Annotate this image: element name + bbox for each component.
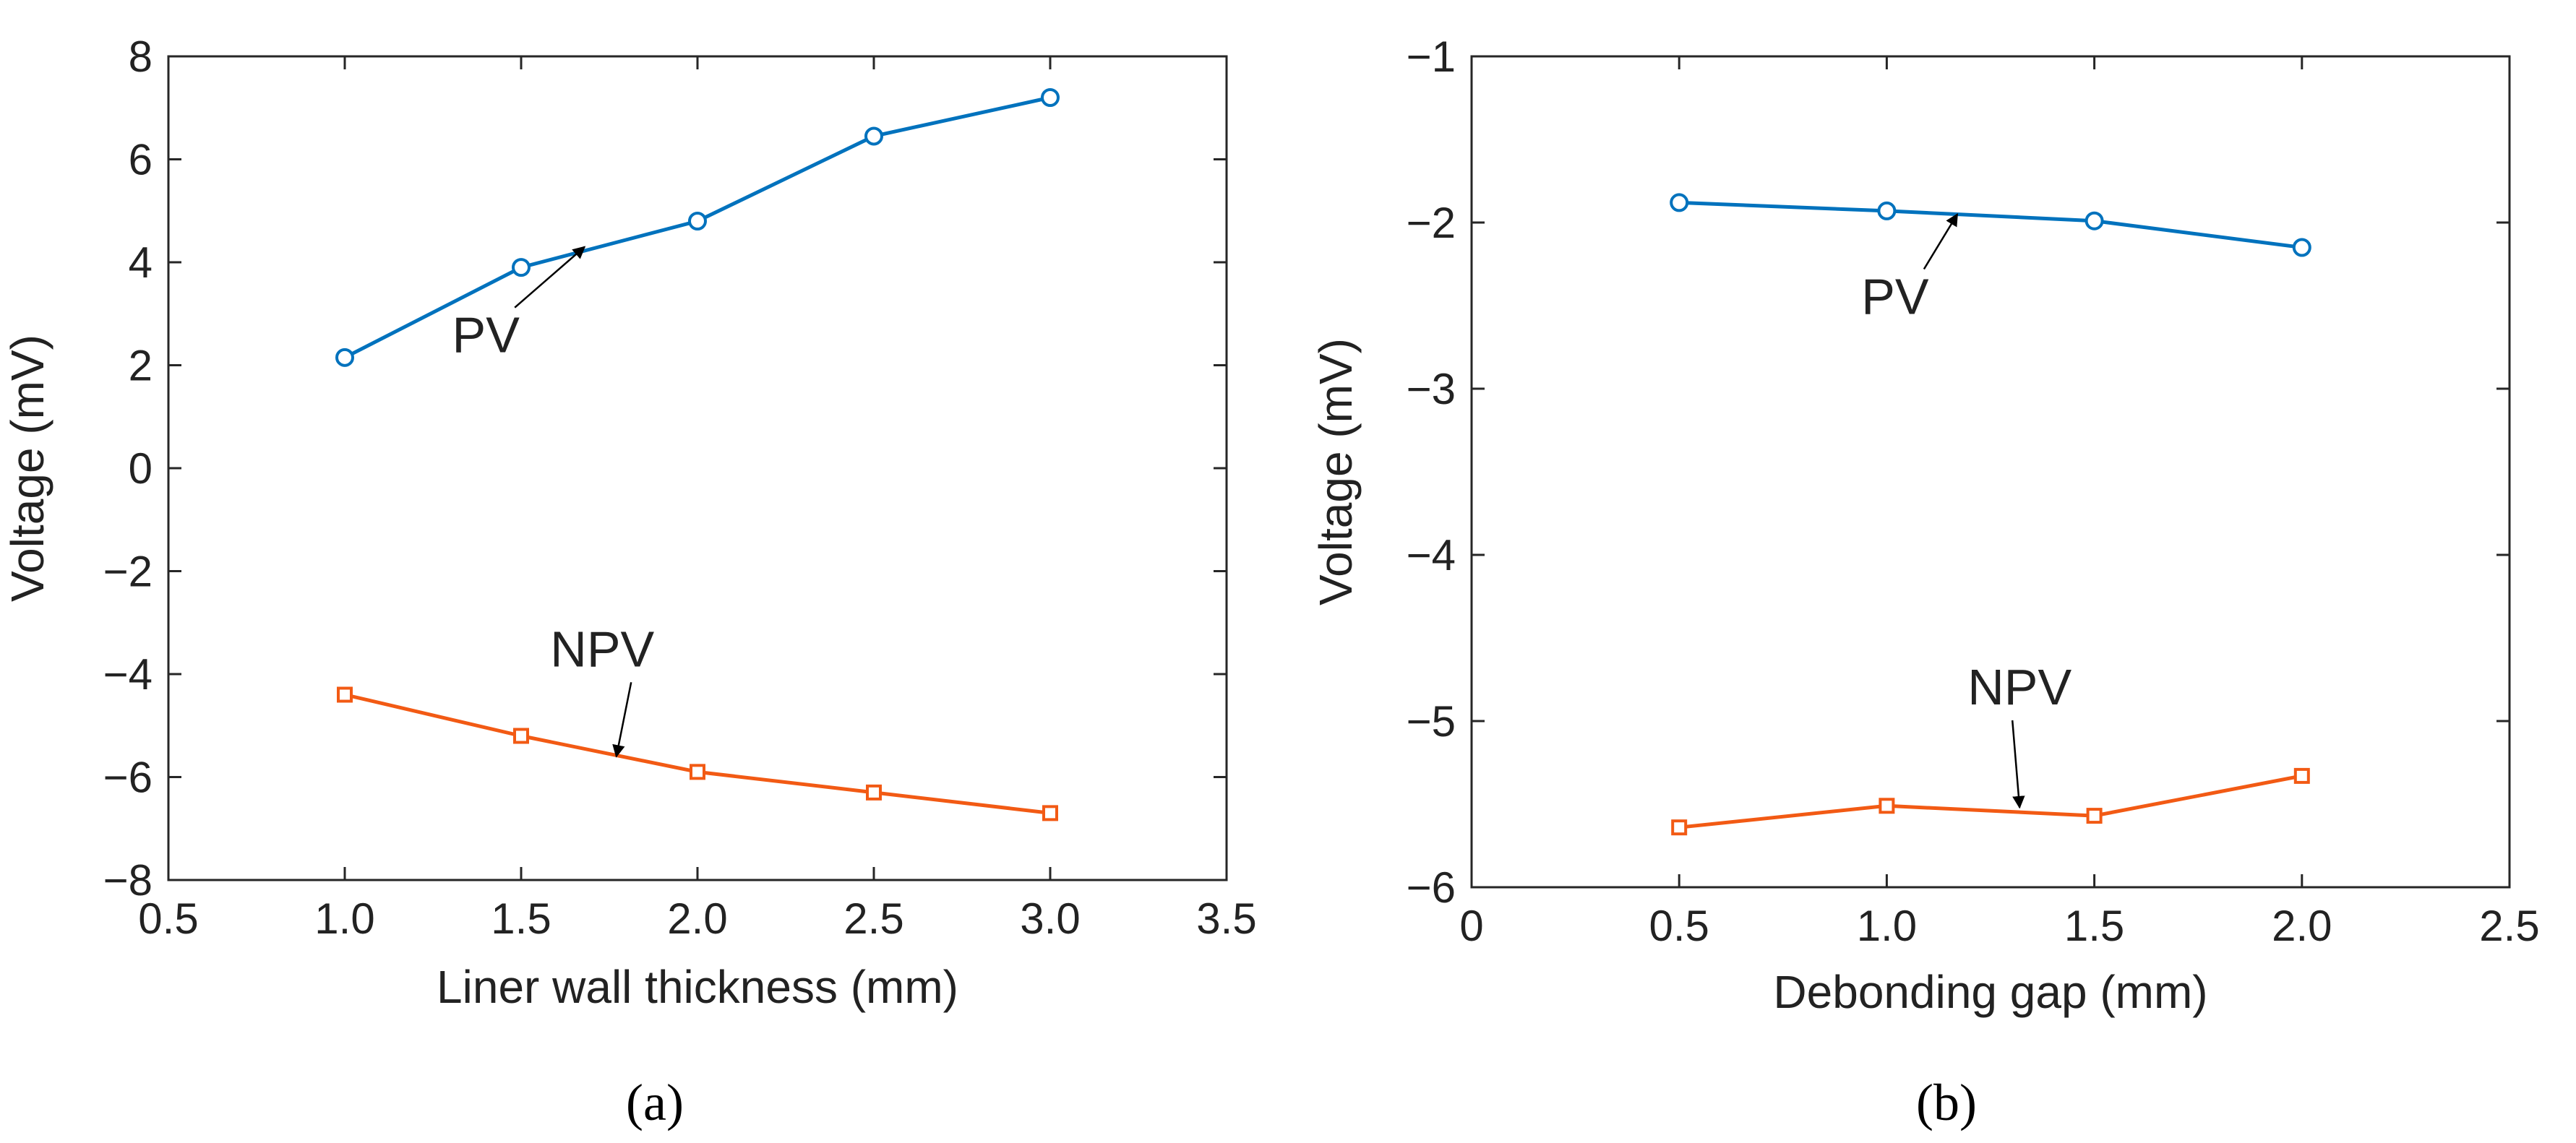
series-pv [1670, 193, 2311, 257]
series-pv [1671, 767, 2310, 836]
y-tick-label: 8 [129, 33, 153, 81]
annotation-npv: NPV [550, 621, 654, 677]
y-tick-label: −3 [1407, 365, 1456, 413]
data-point-pv [1877, 201, 1897, 220]
x-tick-label: 2.5 [843, 894, 903, 943]
y-tick-label: 4 [129, 238, 153, 287]
data-point-npv [690, 764, 705, 780]
y-tick-label: −2 [103, 548, 153, 596]
y-tick-label: −8 [103, 856, 153, 905]
data-point-pv [2293, 767, 2310, 784]
annotation-pv: PV [452, 307, 520, 363]
series-npv [337, 686, 1058, 821]
y-tick-label: −6 [1407, 863, 1456, 912]
y-tick-label: 6 [129, 136, 153, 184]
caption-a: (a) [626, 1074, 684, 1131]
y-tick-label: −5 [1407, 697, 1456, 746]
x-tick-label: 2.5 [2479, 902, 2539, 950]
annotation-arrow-npv [612, 682, 632, 758]
data-point-npv [337, 686, 353, 703]
data-point-pv [2292, 238, 2311, 257]
data-point-pv [688, 212, 707, 230]
y-tick-label: −4 [1407, 531, 1456, 579]
x-tick-label: 1.0 [1857, 902, 1917, 950]
y-tick-label: −6 [103, 754, 153, 802]
x-axis-label: Liner wall thickness (mm) [437, 961, 958, 1013]
data-point-npv [866, 784, 882, 801]
data-point-pv [1671, 819, 1688, 836]
y-tick-label: −1 [1407, 33, 1456, 81]
series-line-pv [1678, 774, 2303, 829]
x-tick-label: 0 [1459, 902, 1483, 950]
series-line-pv [1679, 200, 2303, 249]
data-point-pv [864, 126, 883, 146]
data-point-npv [513, 728, 529, 744]
y-tick-label: 0 [129, 444, 153, 493]
annotation-arrow-pv [1923, 213, 1959, 270]
caption-b: (b) [1916, 1074, 1977, 1131]
x-tick-label: 0.5 [138, 894, 198, 943]
chart-panel-b: 0 0.5 1.0 1.5 2.0 2.5 −6 −5 −4 −3 −2 −1 Debonding ga… [1310, 33, 2540, 1018]
annotation-pv: PV [1861, 269, 1929, 325]
annotation-arrow-pv [514, 246, 586, 309]
plot-frame [1470, 55, 2511, 889]
x-tick-label: 1.5 [491, 894, 551, 943]
x-tick-label: 3.0 [1020, 894, 1080, 943]
x-tick-label: 3.5 [1196, 894, 1256, 943]
x-tick-label: 2.0 [2272, 902, 2332, 950]
data-point-pv [2085, 211, 2104, 230]
y-tick-label: 2 [129, 342, 153, 390]
annotation-arrow-npv [2011, 720, 2025, 809]
data-point-pv [512, 258, 531, 277]
x-tick-label: 1.0 [314, 894, 374, 943]
plot-frame [167, 55, 1228, 881]
series-line-npv [344, 693, 1051, 815]
y-axis-label: Voltage (mV) [1310, 338, 1362, 605]
y-axis-label: Voltage (mV) [1, 335, 53, 602]
annotation-npv: NPV [1967, 659, 2071, 715]
x-tick-label: 1.5 [2064, 902, 2124, 950]
data-point-npv [1042, 805, 1058, 821]
x-axis-label: Debonding gap (mm) [1773, 966, 2207, 1018]
y-tick-label: −2 [1407, 199, 1456, 247]
data-point-pv [335, 348, 354, 367]
series-pv [335, 88, 1060, 367]
x-tick-label: 0.5 [1649, 902, 1709, 950]
data-point-pv [1670, 193, 1689, 212]
data-point-pv [1041, 88, 1060, 107]
chart-panel-a: 0.5 1.0 1.5 2.0 2.5 3.0 3.5 −8 −6 −4 −2 0 2 4 6 8 Liner … [1, 33, 1257, 1013]
x-tick-label: 2.0 [667, 894, 727, 943]
data-point-pv [1879, 798, 1895, 814]
y-tick-label: −4 [103, 650, 153, 699]
data-point-pv [2086, 808, 2103, 824]
